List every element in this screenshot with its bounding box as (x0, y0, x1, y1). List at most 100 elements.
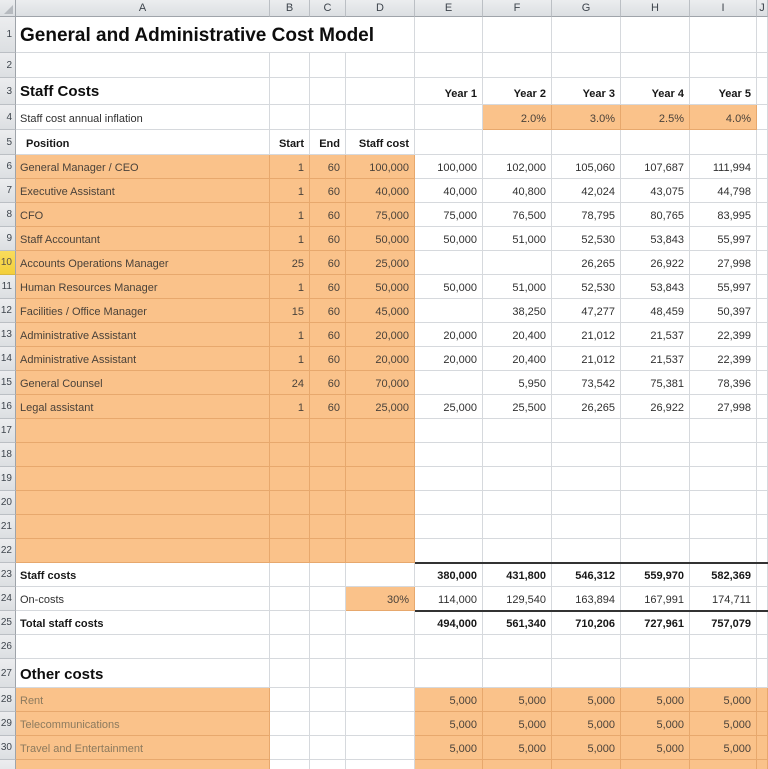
column-header-E[interactable]: E (415, 0, 483, 17)
cell-F3[interactable]: Year 2 (483, 78, 552, 105)
cell-I11[interactable]: 55,997 (690, 275, 757, 299)
row-header-5[interactable]: 5 (0, 130, 16, 155)
cell-J9[interactable] (757, 227, 768, 251)
cell-G12[interactable]: 47,277 (552, 299, 621, 323)
cell-J20[interactable] (757, 491, 768, 515)
cell-H27[interactable] (621, 659, 690, 688)
cell-A27[interactable]: Other costs (16, 659, 270, 688)
cell-D18[interactable] (346, 443, 415, 467)
row-header-10[interactable]: 10 (0, 251, 16, 275)
cell-J30[interactable] (757, 736, 768, 760)
cell-D30[interactable] (346, 736, 415, 760)
cell-F22[interactable] (483, 539, 552, 563)
cell-H3[interactable]: Year 4 (621, 78, 690, 105)
cell-A11[interactable]: Human Resources Manager (16, 275, 270, 299)
cell-H5[interactable] (621, 130, 690, 155)
cell-C3[interactable] (310, 78, 346, 105)
cell-G16[interactable]: 26,265 (552, 395, 621, 419)
cell-E30[interactable]: 5,000 (415, 736, 483, 760)
cell-I15[interactable]: 78,396 (690, 371, 757, 395)
cell-E24[interactable]: 114,000 (415, 587, 483, 611)
cell-Fr31[interactable] (483, 760, 552, 769)
row-header-29[interactable]: 29 (0, 712, 16, 736)
cell-Jr31[interactable] (757, 760, 768, 769)
cell-E26[interactable] (415, 635, 483, 659)
column-header-I[interactable]: I (690, 0, 757, 17)
cell-E12[interactable] (415, 299, 483, 323)
cell-A5[interactable]: Position (16, 130, 270, 155)
cell-D25[interactable] (346, 611, 415, 635)
cell-G27[interactable] (552, 659, 621, 688)
cell-C25[interactable] (310, 611, 346, 635)
cell-G3[interactable]: Year 3 (552, 78, 621, 105)
cell-B21[interactable] (270, 515, 310, 539)
column-header-D[interactable]: D (346, 0, 415, 17)
cell-H26[interactable] (621, 635, 690, 659)
row-header-14[interactable]: 14 (0, 347, 16, 371)
cell-E4[interactable] (415, 105, 483, 130)
cell-D11[interactable]: 50,000 (346, 275, 415, 299)
cell-I12[interactable]: 50,397 (690, 299, 757, 323)
cell-J25[interactable] (757, 611, 768, 635)
cell-F28[interactable]: 5,000 (483, 688, 552, 712)
cell-G21[interactable] (552, 515, 621, 539)
cell-D14[interactable]: 20,000 (346, 347, 415, 371)
cell-C27[interactable] (310, 659, 346, 688)
cell-H6[interactable]: 107,687 (621, 155, 690, 179)
cell-C26[interactable] (310, 635, 346, 659)
cell-C4[interactable] (310, 105, 346, 130)
cell-E1[interactable] (415, 17, 483, 53)
cell-G2[interactable] (552, 53, 621, 78)
cell-C21[interactable] (310, 515, 346, 539)
cell-G9[interactable]: 52,530 (552, 227, 621, 251)
row-header-18[interactable]: 18 (0, 443, 16, 467)
cell-C24[interactable] (310, 587, 346, 611)
cell-D17[interactable] (346, 419, 415, 443)
cell-E19[interactable] (415, 467, 483, 491)
cell-I17[interactable] (690, 419, 757, 443)
cell-E6[interactable]: 100,000 (415, 155, 483, 179)
cell-A4[interactable]: Staff cost annual inflation (16, 105, 270, 130)
cell-H10[interactable]: 26,922 (621, 251, 690, 275)
cell-E20[interactable] (415, 491, 483, 515)
cell-B23[interactable] (270, 563, 310, 587)
cell-E15[interactable] (415, 371, 483, 395)
cell-F13[interactable]: 20,400 (483, 323, 552, 347)
cell-H28[interactable]: 5,000 (621, 688, 690, 712)
cell-H2[interactable] (621, 53, 690, 78)
cell-A23[interactable]: Staff costs (16, 563, 270, 587)
column-header-A[interactable]: A (16, 0, 270, 17)
cell-C13[interactable]: 60 (310, 323, 346, 347)
cell-I18[interactable] (690, 443, 757, 467)
cell-E11[interactable]: 50,000 (415, 275, 483, 299)
cell-D3[interactable] (346, 78, 415, 105)
cell-F6[interactable]: 102,000 (483, 155, 552, 179)
row-header-12[interactable]: 12 (0, 299, 16, 323)
cell-F18[interactable] (483, 443, 552, 467)
cell-H21[interactable] (621, 515, 690, 539)
cell-B11[interactable]: 1 (270, 275, 310, 299)
cell-H7[interactable]: 43,075 (621, 179, 690, 203)
cell-J15[interactable] (757, 371, 768, 395)
cell-B12[interactable]: 15 (270, 299, 310, 323)
row-header-4[interactable]: 4 (0, 105, 16, 130)
cell-H13[interactable]: 21,537 (621, 323, 690, 347)
cell-F15[interactable]: 5,950 (483, 371, 552, 395)
cell-C22[interactable] (310, 539, 346, 563)
cell-A2[interactable] (16, 53, 270, 78)
cell-F23[interactable]: 431,800 (483, 563, 552, 587)
column-header-C[interactable]: C (310, 0, 346, 17)
column-header-J[interactable]: J (757, 0, 768, 17)
cell-J13[interactable] (757, 323, 768, 347)
column-header-H[interactable]: H (621, 0, 690, 17)
cell-G30[interactable]: 5,000 (552, 736, 621, 760)
cell-I6[interactable]: 111,994 (690, 155, 757, 179)
cell-J21[interactable] (757, 515, 768, 539)
cell-I10[interactable]: 27,998 (690, 251, 757, 275)
cell-G8[interactable]: 78,795 (552, 203, 621, 227)
row-header-21[interactable]: 21 (0, 515, 16, 539)
cell-D16[interactable]: 25,000 (346, 395, 415, 419)
cell-E10[interactable] (415, 251, 483, 275)
cell-G13[interactable]: 21,012 (552, 323, 621, 347)
cell-J28[interactable] (757, 688, 768, 712)
